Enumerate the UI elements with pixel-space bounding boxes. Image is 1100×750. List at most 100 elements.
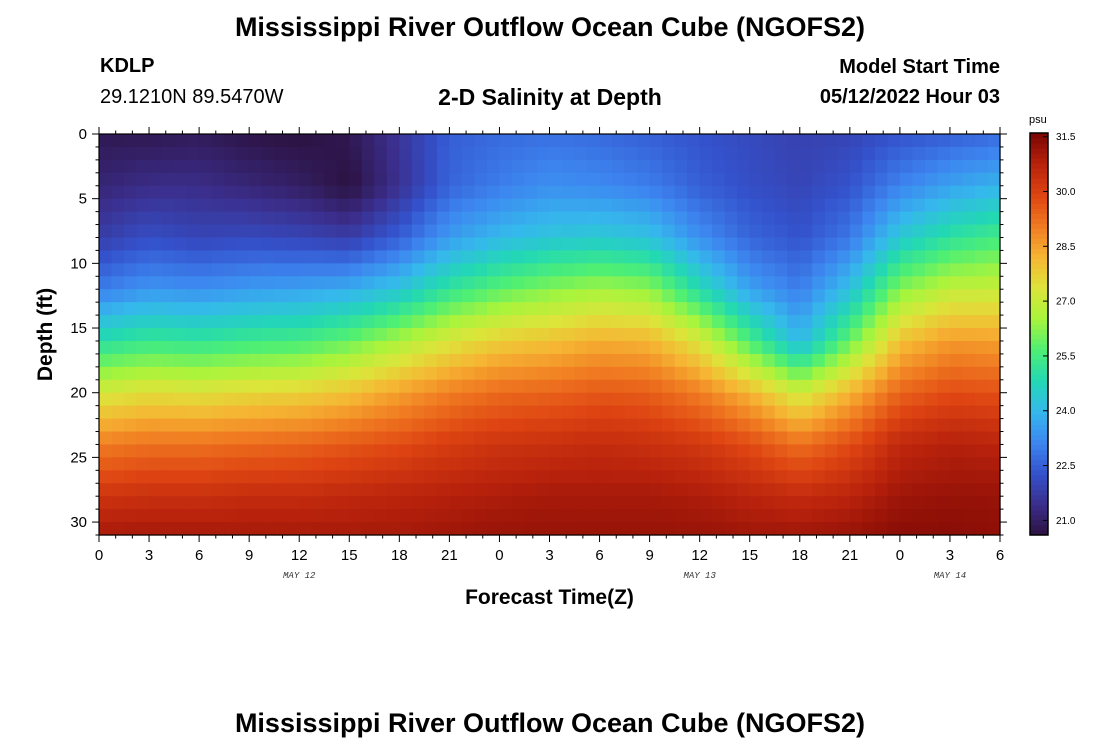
heatmap-cell [774,302,788,316]
heatmap-cell [974,159,989,174]
heatmap-cell [124,340,138,355]
heatmap-cell [637,172,651,187]
heatmap-cell [749,185,763,200]
heatmap-cell [411,379,425,394]
heatmap-cell [649,340,663,355]
heatmap-cell [211,315,225,329]
heatmap-cell [261,237,275,252]
heatmap-cell [286,470,300,484]
heatmap-cell [612,302,626,316]
heatmap-cell [99,302,113,316]
heatmap-cell [624,353,638,368]
heatmap-cell [612,470,626,484]
heatmap-cell [599,315,613,329]
heatmap-cell [349,328,363,342]
heatmap-cell [699,198,713,213]
heatmap-cell [261,522,275,536]
heatmap-cell [399,431,413,446]
heatmap-cell [987,237,1001,252]
heatmap-cell [787,496,801,510]
heatmap-cell [411,483,425,497]
heatmap-cell [249,250,263,264]
heatmap-cell [211,146,225,161]
heatmap-cell [486,211,501,226]
heatmap-cell [511,418,526,433]
heatmap-cell [286,211,300,226]
colorbar-tick-label: 30.0 [1056,187,1076,198]
heatmap-cell [712,276,726,290]
heatmap-cell [174,522,188,536]
heatmap-cell [486,457,501,471]
heatmap-cell [799,237,813,252]
heatmap-cell [887,134,901,148]
heatmap-cell [649,444,663,458]
heatmap-cell [161,418,175,433]
heatmap-cell [274,211,288,226]
heatmap-cell [311,431,325,446]
heatmap-cell [224,315,238,329]
heatmap-cell [712,457,726,471]
x-tick-label: 6 [195,547,203,564]
heatmap-cell [411,509,425,523]
heatmap-cell [136,483,150,497]
heatmap-cell [274,276,288,290]
heatmap-cell [524,496,538,510]
heatmap-cell [374,237,388,252]
heatmap-cell [399,302,413,316]
heatmap-cell [136,289,150,303]
heatmap-cell [562,224,576,239]
heatmap-cell [899,522,913,536]
heatmap-cell [511,522,526,536]
heatmap-cell [199,198,213,213]
heatmap-cell [461,431,476,446]
heatmap-cell [349,134,363,148]
heatmap-cell [186,522,200,536]
heatmap-cell [361,353,375,368]
heatmap-cell [687,211,701,226]
colorbar-segment [1030,243,1048,250]
heatmap-cell [649,250,663,264]
heatmap-cell [461,509,476,523]
heatmap-cell [461,289,476,303]
heatmap-cell [499,379,513,394]
heatmap-cell [624,134,638,148]
heatmap-cell [224,522,238,536]
heatmap-cell [937,509,951,523]
heatmap-cell [236,470,250,484]
heatmap-cell [824,509,838,523]
heatmap-cell [899,237,913,252]
heatmap-cell [699,172,713,187]
heatmap-cell [386,392,400,407]
heatmap-cell [149,457,163,471]
heatmap-cell [436,470,450,484]
heatmap-cell [562,418,576,433]
heatmap-cell [511,263,526,277]
heatmap-cell [624,444,638,458]
heatmap-cell [949,198,964,213]
heatmap-cell [411,263,425,277]
heatmap-cell [837,522,851,536]
heatmap-cell [424,276,438,290]
heatmap-cell [912,522,926,536]
heatmap-cell [99,263,113,277]
heatmap-cell [612,431,626,446]
heatmap-cell [224,392,238,407]
heatmap-cell [486,185,501,200]
heatmap-cell [849,379,863,394]
heatmap-cell [987,172,1001,187]
heatmap-cell [261,328,275,342]
heatmap-cell [937,134,951,148]
heatmap-cell [274,224,288,239]
heatmap-cell [837,198,851,213]
heatmap-cell [161,159,175,174]
heatmap-cell [587,237,601,252]
heatmap-cell [486,509,501,523]
heatmap-cell [962,302,976,316]
heatmap-cell [924,263,939,277]
heatmap-cell [599,263,613,277]
heatmap-cell [887,224,901,239]
heatmap-cell [474,185,488,200]
heatmap-cell [674,431,688,446]
heatmap-cell [474,522,488,536]
heatmap-cell [411,431,425,446]
